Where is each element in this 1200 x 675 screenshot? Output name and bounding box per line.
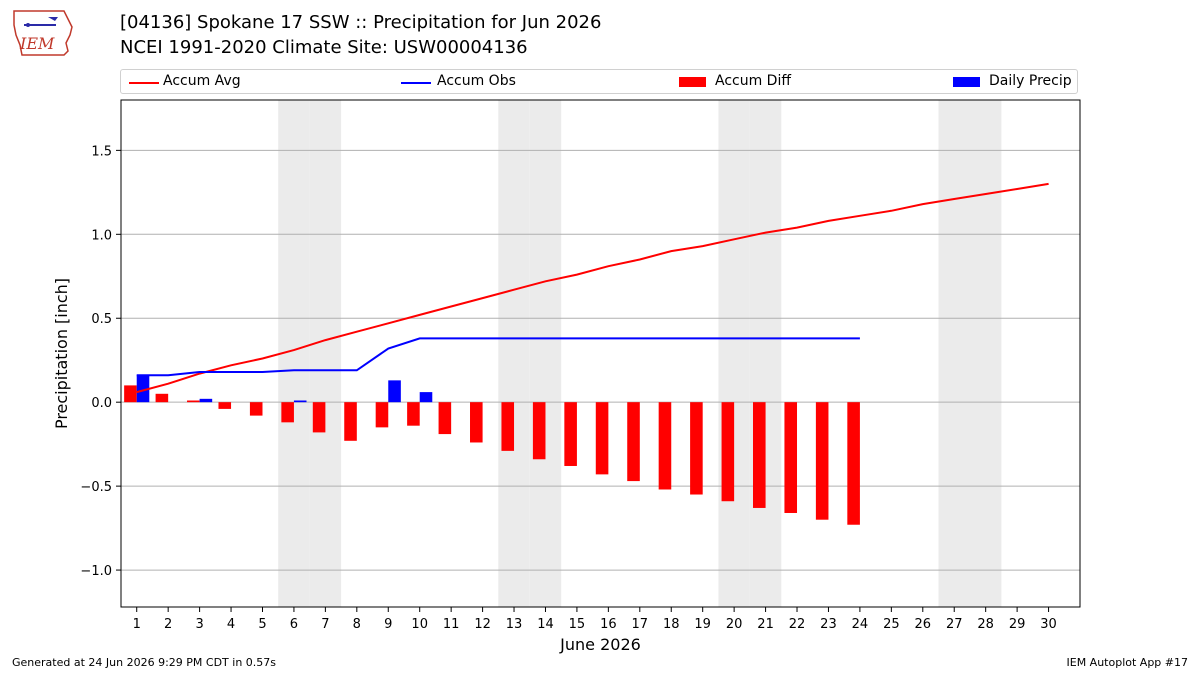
accum-diff-bar [249,402,263,416]
legend-label: Accum Diff [715,73,792,89]
accum-diff-bar [532,402,546,460]
accum-diff-bar [690,402,703,495]
daily-precip-bar [419,392,433,403]
accum-diff-bar [312,402,326,433]
x-tick-label: 24 [852,617,869,632]
x-tick-label: 16 [600,617,617,632]
x-tick-label: 27 [946,617,963,632]
x-tick-label: 2 [164,617,172,632]
daily-precip-bar [136,375,150,403]
x-tick-label: 26 [915,617,932,632]
accum-diff-bar [155,393,169,403]
x-tick-label: 25 [883,617,900,632]
y-axis-label: Precipitation [inch] [52,278,71,429]
x-tick-label: 12 [474,617,491,632]
accum-diff-bar [721,402,735,502]
accum-diff-bar [564,402,577,466]
accum-diff-bar [438,402,452,435]
x-axis-label: June 2026 [559,635,641,654]
accum-diff-bar [281,402,294,423]
weekend-shade [749,100,782,607]
chart-subtitle: NCEI 1991-2020 Climate Site: USW00004136 [120,37,528,58]
logo-text: IEM [19,34,55,53]
accum-obs-line [136,337,860,377]
y-tick-label: 0.5 [91,312,112,327]
x-tick-label: 6 [290,617,298,632]
accum-diff-bar [470,402,483,443]
accum-diff-bar [124,385,137,403]
x-tick-label: 28 [977,617,994,632]
x-tick-label: 1 [133,617,141,632]
accum-diff-bar [595,402,609,475]
accum-diff-bar [847,402,860,525]
weekend-shade [718,100,750,607]
legend-label: Daily Precip [989,73,1072,89]
x-tick-label: 14 [537,617,554,632]
accum-diff-bar [627,402,640,482]
iem-logo: IEM [13,10,73,56]
x-tick-label: 8 [353,617,361,632]
y-tick-label: −0.5 [80,480,112,495]
accum-diff-bar [218,402,232,409]
x-tick-label: 7 [321,617,329,632]
x-tick-label: 19 [694,617,711,632]
weekend-shade [309,100,342,607]
x-tick-label: 11 [443,617,460,632]
legend: Accum Avg Accum Obs Accum Diff Daily Pre… [120,69,1078,94]
x-tick-label: 30 [1040,617,1057,632]
y-tick-label: −1.0 [80,564,112,579]
y-tick-label: 0.0 [91,396,112,411]
accum-diff-bar [407,402,420,426]
daily-precip-bar [199,398,213,403]
legend-label: Accum Avg [163,73,241,89]
y-tick-label: 1.5 [91,144,112,159]
x-tick-label: 29 [1009,617,1026,632]
x-tick-label: 15 [569,617,586,632]
weekend-shade [498,100,530,607]
generated-timestamp: Generated at 24 Jun 2026 9:29 PM CDT in … [12,656,277,669]
x-tick-label: 18 [663,617,680,632]
x-tick-label: 4 [227,617,235,632]
daily-precip-bar [293,400,307,403]
x-tick-label: 10 [411,617,428,632]
plot-frame [120,99,1081,608]
x-tick-label: 20 [726,617,743,632]
x-tick-label: 13 [506,617,523,632]
x-tick-label: 23 [820,617,837,632]
accum-diff-bar [658,402,672,490]
accum-diff-bar [375,402,389,428]
y-tick-label: 1.0 [91,228,112,243]
x-tick-label: 17 [632,617,649,632]
x-tick-label: 5 [258,617,266,632]
x-tick-label: 21 [757,617,774,632]
daily-precip-bar [388,380,401,403]
x-tick-label: 9 [384,617,392,632]
x-tick-label: 3 [195,617,203,632]
accum-diff-bar [784,402,798,513]
app-credit: IEM Autoplot App #17 [1066,656,1189,669]
weekend-shade [969,100,1002,607]
x-tick-label: 22 [789,617,806,632]
legend-swatch [679,77,706,87]
accum-diff-bar [815,402,829,520]
accum-diff-bar [187,400,200,403]
weekend-shade [938,100,970,607]
accum-diff-bar [344,402,357,441]
legend-swatch [129,82,159,84]
legend-swatch [953,77,980,87]
accum-diff-bar [752,402,766,508]
legend-label: Accum Obs [437,73,516,89]
weekend-shade [529,100,562,607]
legend-swatch [401,82,431,84]
accum-avg-line [136,182,1049,394]
chart-title: [04136] Spokane 17 SSW :: Precipitation … [120,12,602,33]
accum-diff-bar [501,402,515,451]
